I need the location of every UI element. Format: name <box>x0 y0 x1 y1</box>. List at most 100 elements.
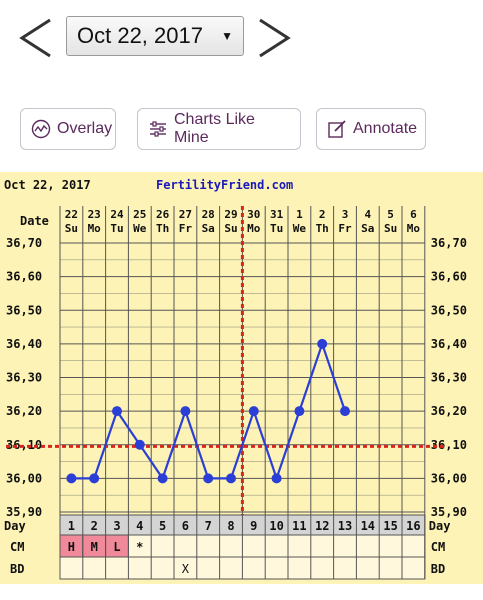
cycle-day-label: 4 <box>136 519 143 533</box>
cycle-day-label: 14 <box>361 519 375 533</box>
cycle-day-label: 2 <box>91 519 98 533</box>
annotate-button[interactable]: Annotate <box>316 108 426 150</box>
date-label: 27 <box>179 208 192 221</box>
next-date-button[interactable] <box>252 12 296 64</box>
y-tick-label-right: 36,60 <box>431 270 467 284</box>
fertility-chart: Oct 22, 2017 FertilityFriend.com Date 22 Su 2… <box>0 172 483 584</box>
cycle-day-label: 8 <box>227 519 234 533</box>
weekday-label: Su <box>65 222 78 235</box>
y-tick-label-right: 36,20 <box>431 404 467 418</box>
annotate-label: Annotate <box>353 120 418 137</box>
weekday-label: Mo <box>247 222 261 235</box>
y-tick-label-right: 36,50 <box>431 303 467 317</box>
bd-row-label-right: BD <box>431 562 445 576</box>
temperature-point <box>248 406 259 417</box>
weekday-label: Sa <box>202 222 215 235</box>
chevron-left-icon <box>19 18 51 58</box>
cycle-day-label: 16 <box>406 519 420 533</box>
y-tick-label-left: 36,40 <box>6 337 42 351</box>
temperature-point <box>134 439 145 450</box>
date-label: 24 <box>110 208 124 221</box>
date-label: 1 <box>296 208 303 221</box>
weekday-label: Th <box>156 222 169 235</box>
date-label: 2 <box>319 208 326 221</box>
cm-value: M <box>91 540 98 554</box>
weekday-label: Su <box>384 222 397 235</box>
y-tick-label-right: 36,10 <box>431 438 467 452</box>
date-label: 6 <box>410 208 417 221</box>
charts-like-mine-label: Charts Like Mine <box>174 111 255 146</box>
date-row-label: Date <box>20 214 49 228</box>
weekday-label: Su <box>224 222 237 235</box>
temperature-point <box>112 406 122 417</box>
cm-row-label-right: CM <box>431 540 445 554</box>
y-tick-label-left: 36,30 <box>6 371 42 385</box>
date-select[interactable]: Oct 22, 2017 ▼ <box>66 16 244 56</box>
date-label: 29 <box>224 208 237 221</box>
weekday-label: Sa <box>361 222 374 235</box>
y-tick-label-right: 35,90 <box>431 505 467 519</box>
date-label: 5 <box>387 208 394 221</box>
day-row-label-right: Day <box>429 519 451 533</box>
temperature-point <box>271 473 282 484</box>
overlay-label: Overlay <box>57 120 113 137</box>
weekday-label: Fr <box>338 222 352 235</box>
y-tick-label-right: 36,70 <box>431 236 467 250</box>
day-row-label: Day <box>4 519 26 533</box>
y-tick-label-left: 36,60 <box>6 270 42 284</box>
sliders-icon <box>150 121 166 137</box>
date-label: 25 <box>133 208 146 221</box>
cycle-day-label: 5 <box>159 519 166 533</box>
weekday-label: Fr <box>179 222 193 235</box>
cm-row-label: CM <box>10 540 24 554</box>
temperature-point <box>157 473 168 484</box>
date-label: 26 <box>156 208 170 221</box>
y-tick-label-left: 36,00 <box>6 471 42 485</box>
weekday-label: Mo <box>407 222 421 235</box>
temperature-point <box>203 473 214 484</box>
cm-value: H <box>68 540 75 554</box>
cm-value: * <box>136 540 143 554</box>
cycle-day-label: 11 <box>292 519 306 533</box>
weekday-label: We <box>293 222 307 235</box>
temperature-point <box>66 473 77 484</box>
date-label: 23 <box>88 208 101 221</box>
edit-note-icon <box>328 120 346 138</box>
date-label: 30 <box>247 208 260 221</box>
temperature-point <box>340 406 350 417</box>
temperature-point <box>180 406 191 417</box>
cycle-day-label: 10 <box>269 519 283 533</box>
y-tick-label-left: 36,70 <box>6 236 42 250</box>
overlay-button[interactable]: Overlay <box>20 108 116 150</box>
chart-header-date: Oct 22, 2017 <box>4 178 91 192</box>
cycle-day-label: 7 <box>205 519 212 533</box>
y-tick-label-left: 36,10 <box>6 438 42 452</box>
bd-value: X <box>182 562 190 576</box>
cycle-day-label: 13 <box>338 519 352 533</box>
chart-site-name: FertilityFriend.com <box>156 178 293 192</box>
cycle-day-label: 1 <box>68 519 75 533</box>
temperature-point <box>317 338 328 349</box>
weekday-label: Mo <box>88 222 102 235</box>
previous-date-button[interactable] <box>14 12 58 64</box>
y-tick-label-right: 36,00 <box>431 471 467 485</box>
cycle-day-label: 6 <box>182 519 189 533</box>
y-tick-label-left: 36,20 <box>6 404 42 418</box>
date-label: 28 <box>202 208 215 221</box>
weekday-label: Tu <box>270 222 283 235</box>
cycle-day-label: 12 <box>315 519 329 533</box>
bd-row-label: BD <box>10 562 24 576</box>
pulse-chart-icon <box>31 119 51 139</box>
temperature-point <box>294 406 305 417</box>
date-label: 3 <box>342 208 349 221</box>
cycle-day-label: 15 <box>383 519 397 533</box>
cm-value: L <box>113 540 120 554</box>
y-tick-label-right: 36,40 <box>431 337 467 351</box>
charts-like-mine-button[interactable]: Charts Like Mine <box>137 108 301 150</box>
weekday-label: Th <box>316 222 329 235</box>
temperature-point <box>226 473 236 484</box>
weekday-label: Tu <box>110 222 123 235</box>
date-label: 4 <box>364 208 371 221</box>
chevron-right-icon <box>259 18 291 58</box>
